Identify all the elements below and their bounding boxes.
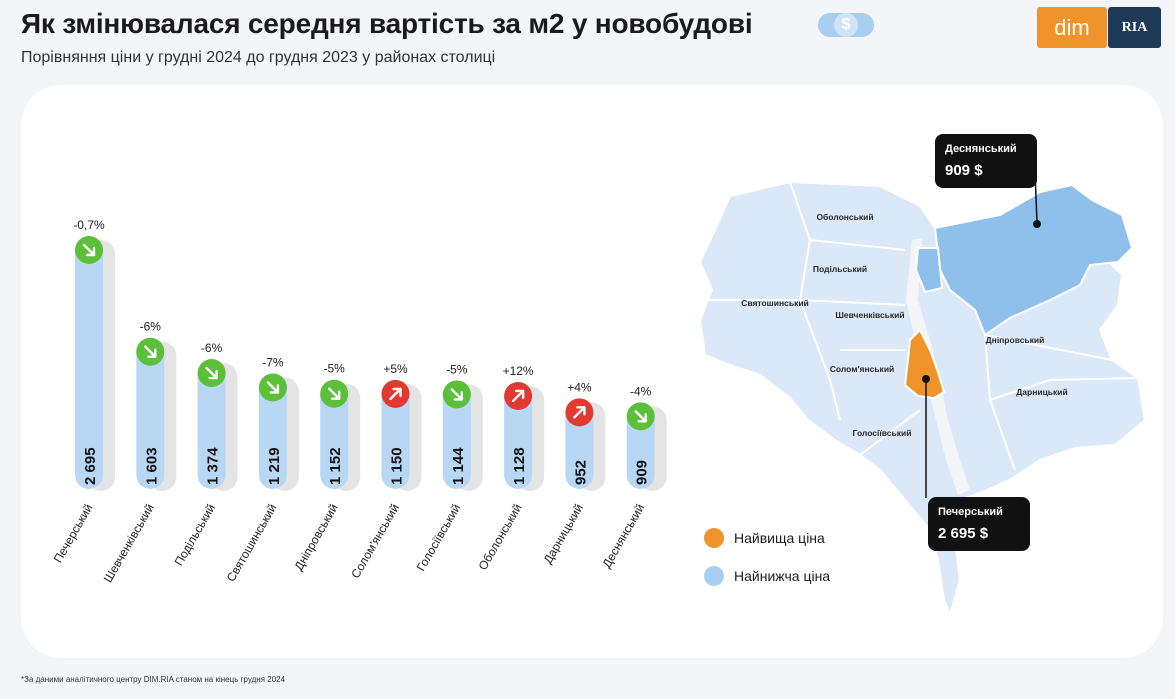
legend-highest-swatch: [704, 528, 724, 548]
change-label: +4%: [567, 380, 592, 394]
bar-value-label: 1 219: [266, 447, 283, 485]
change-label: -4%: [630, 384, 652, 398]
change-label: -0,7%: [73, 218, 105, 232]
bar: [504, 383, 533, 489]
change-label: -5%: [324, 362, 346, 376]
change-label: -5%: [446, 362, 468, 376]
bar-value-label: 1 152: [327, 447, 344, 485]
arrow-up-icon: [511, 389, 525, 403]
callout-highest: Печерський 2 695 $: [928, 497, 1030, 551]
bar: [197, 361, 226, 489]
bar-chart: 2 695 -0,7% Печерський 1 603 -6% Шевченківськ…: [51, 218, 667, 585]
map-district-label: Подільський: [813, 264, 867, 274]
bar: [258, 375, 287, 489]
arrow-down-icon: [450, 388, 463, 401]
pecherskyi-district: [903, 328, 946, 400]
arrow-down-icon: [205, 366, 218, 380]
bar: [442, 382, 471, 489]
desnianskyi-district: [933, 183, 1134, 337]
arrow-down-icon: [634, 410, 647, 423]
category-label: Дніпровський: [291, 502, 340, 573]
category-label: Оболонський: [476, 502, 525, 573]
legend-lowest-label: Найнижча ціна: [734, 568, 831, 584]
legend-highest-label: Найвища ціна: [734, 530, 825, 546]
legend-lowest-swatch: [704, 566, 724, 586]
map-district-label: Оболонський: [816, 212, 873, 222]
callout-lowest-name: Деснянський: [945, 143, 1017, 155]
category-label: Святошинський: [224, 502, 280, 585]
bar: [320, 381, 349, 489]
change-label: +5%: [383, 362, 408, 376]
desnianskyi-marker: [1033, 220, 1041, 228]
arrow-down-icon: [266, 381, 280, 394]
category-label: Подільський: [172, 502, 219, 569]
arrow-up-icon: [389, 387, 402, 401]
bar: [381, 381, 410, 489]
kyiv-district-map: [698, 171, 1147, 619]
dollar-badge: $: [818, 13, 874, 37]
logo-ria: RIA: [1108, 7, 1161, 48]
bar: [136, 339, 165, 489]
pecherskyi-marker: [922, 375, 930, 383]
dollar-icon: $: [834, 13, 858, 37]
arrow-down-icon: [144, 345, 157, 358]
bar-value-label: 1 128: [511, 447, 528, 485]
category-label: Солом'янський: [348, 502, 402, 581]
arrow-up-icon: [573, 406, 586, 419]
callout-lowest-value: 909 $: [945, 162, 983, 179]
dnipro-river: [906, 238, 970, 495]
page-subtitle: Порівняння ціни у грудні 2024 до грудня …: [21, 49, 496, 66]
map-district-label: Солом'янський: [830, 364, 895, 374]
footnote: *За даними аналітичного центру DIM.RIA с…: [21, 675, 286, 684]
change-label: -7%: [262, 355, 284, 369]
bar-value-label: 1 603: [143, 447, 160, 485]
bar-value-label: 1 374: [205, 447, 222, 485]
map-district-label: Дніпровський: [986, 335, 1045, 345]
bar-value-label: 2 695: [82, 447, 99, 485]
bar: [75, 238, 103, 489]
logo-dim: dim: [1037, 7, 1107, 48]
bar-value-label: 1 150: [389, 447, 406, 485]
callout-lowest: Деснянський 909 $: [935, 134, 1037, 188]
page-title: Як змінювалася середня вартість за м2 у …: [21, 8, 753, 39]
bar-value-label: 952: [572, 460, 589, 485]
dim-ria-logo: dim RIA: [1037, 7, 1161, 48]
map-district-label: Голосіївський: [853, 428, 912, 438]
category-label: Дарницький: [541, 502, 586, 567]
category-label: Печерський: [51, 502, 96, 566]
category-label: Голосіївський: [414, 502, 464, 574]
change-label: -6%: [201, 341, 223, 355]
map-district-borders: [700, 181, 1139, 471]
change-label: -6%: [140, 320, 162, 334]
arrow-down-icon: [82, 243, 96, 257]
desnianskyi-left-strip: [914, 247, 944, 294]
category-label: Деснянський: [599, 502, 647, 571]
category-label: Шевченківський: [101, 502, 157, 585]
map-district-labels: Оболонський Подільський Святошинський Шевче…: [741, 212, 1068, 438]
bar-value-label: 1 144: [450, 447, 467, 485]
change-label: +12%: [503, 364, 534, 378]
callout-highest-name: Печерський: [938, 506, 1003, 518]
arrow-down-icon: [328, 387, 341, 400]
map-district-label: Шевченківський: [835, 310, 904, 320]
map-district-label: Дарницький: [1016, 387, 1068, 397]
callout-highest-value: 2 695 $: [938, 525, 989, 542]
bar-value-label: 909: [634, 460, 651, 485]
map-district-label: Святошинський: [741, 298, 809, 308]
